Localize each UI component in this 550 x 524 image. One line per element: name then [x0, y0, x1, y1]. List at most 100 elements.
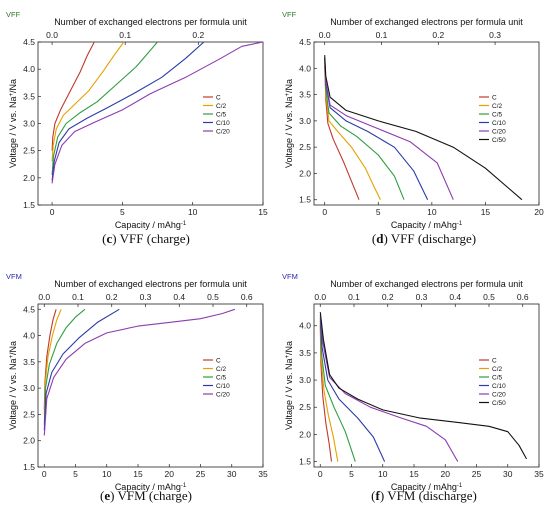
- x-axis-label-text: Capacity / mAhg: [115, 220, 181, 230]
- plot-frame: [313, 303, 540, 468]
- x-axis-label: Capacity / mAhg-1: [115, 220, 187, 230]
- series-line-C-10: [43, 308, 120, 431]
- series-line-C: [51, 42, 95, 151]
- legend-label: C/50: [492, 137, 506, 144]
- panel-tag: VFM: [282, 272, 298, 281]
- plot-frame: [313, 41, 540, 206]
- x-tick-label: 5: [120, 207, 125, 217]
- x-tick-label: 35: [258, 469, 268, 479]
- y-tick-label: 3.0: [23, 383, 35, 393]
- x-axis-label-text: Capacity / mAhg: [391, 482, 457, 492]
- y-axis-label: Voltage / V vs. Na+/Na: [284, 79, 294, 168]
- top-tick-label: 0.1: [72, 292, 84, 302]
- caption-text: VFM (discharge): [387, 488, 477, 503]
- x-tick-label: 15: [133, 469, 143, 479]
- chart-panel-2: 0 5 10 15 20 1.5 2.0 2.5 3.0 3.5 4.0 4.5 0.0 0.1 0.2 0.…: [282, 10, 544, 230]
- x-axis-label-sup: -1: [181, 483, 187, 489]
- series-line-C-2: [324, 62, 381, 200]
- top-tick-label: 0.5: [483, 292, 495, 302]
- x-axis-label-sup: -1: [457, 221, 463, 227]
- legend-label: C/2: [492, 366, 503, 373]
- x-tick-label: 35: [534, 469, 544, 479]
- y-axis-label-text: Voltage / V vs. Na: [8, 358, 18, 430]
- legend-label: C/10: [216, 120, 230, 127]
- legend-label: C/20: [216, 128, 230, 135]
- x-tick-label: 30: [503, 469, 513, 479]
- caption-text: VFF (charge): [120, 231, 190, 246]
- y-tick-label: 2.0: [23, 436, 35, 446]
- caption-letter: f: [375, 488, 380, 503]
- top-tick-label: 0.3: [140, 292, 152, 302]
- top-tick-label: 0.2: [192, 30, 204, 40]
- y-tick-label: 4.0: [299, 321, 311, 331]
- chart-panel-1: 0 5 10 15 1.5 2.0 2.5 3.0 3.5 4.0 4.5 0.0 0.1 0.2 Numb…: [6, 10, 268, 230]
- top-tick-label: 0.6: [517, 292, 529, 302]
- series-line-C-2: [51, 42, 125, 162]
- y-tick-label: 3.0: [23, 119, 35, 129]
- y-axis-label-sup: +: [285, 92, 291, 96]
- caption-open: (: [100, 488, 104, 503]
- series-line-C-20: [324, 57, 454, 200]
- y-axis-label: Voltage / V vs. Na+/Na: [284, 341, 294, 430]
- series-line-C-50: [324, 55, 523, 201]
- y-tick-label: 1.5: [299, 195, 311, 205]
- legend-label: C/2: [216, 103, 227, 110]
- panel-caption: (f) VFM (discharge): [371, 488, 477, 503]
- y-tick-label: 4.5: [23, 37, 35, 47]
- top-tick-label: 0.3: [416, 292, 428, 302]
- series-line-C-50: [319, 312, 527, 460]
- series-line-C-10: [319, 317, 386, 462]
- caption-close: ): [383, 231, 390, 246]
- x-axis-label: Capacity / mAhg-1: [391, 220, 463, 230]
- caption-open: (: [371, 488, 375, 503]
- legend-label: C/5: [492, 111, 503, 118]
- top-tick-label: 0.0: [46, 30, 58, 40]
- x-tick-label: 15: [409, 469, 419, 479]
- series-line-C-5: [51, 42, 158, 176]
- caption-letter: c: [107, 231, 113, 246]
- legend-label: C/50: [492, 400, 506, 407]
- y-tick-label: 3.0: [299, 116, 311, 126]
- x-tick-label: 10: [378, 469, 388, 479]
- legend-label: C/10: [492, 383, 506, 390]
- x-tick-label: 0: [50, 207, 55, 217]
- panel-tag: VFF: [6, 10, 21, 19]
- x-axis-label-text: Capacity / mAhg: [391, 220, 457, 230]
- x-tick-label: 25: [472, 469, 482, 479]
- y-axis-label-sup: +: [285, 354, 291, 358]
- top-tick-label: 0.6: [241, 292, 253, 302]
- series-line-C-10: [324, 57, 429, 200]
- caption-open: (: [372, 231, 376, 246]
- y-tick-label: 4.5: [299, 37, 311, 47]
- panel-tag: VFF: [282, 10, 297, 19]
- x-tick-label: 0: [318, 469, 323, 479]
- series-line-C-10: [51, 42, 205, 181]
- x-tick-label: 10: [427, 207, 437, 217]
- top-axis-label: Number of exchanged electrons per formul…: [54, 17, 247, 27]
- y-axis-label-text: Voltage / V vs. Na: [284, 358, 294, 430]
- y-tick-label: 3.0: [299, 375, 311, 385]
- y-tick-label: 2.0: [299, 429, 311, 439]
- y-tick-label: 4.0: [23, 331, 35, 341]
- y-tick-label: 2.5: [23, 409, 35, 419]
- x-tick-label: 5: [73, 469, 78, 479]
- caption-close: ): [380, 488, 387, 503]
- y-tick-label: 2.5: [299, 142, 311, 152]
- y-axis-label-sup: +: [9, 92, 15, 96]
- series-line-C-5: [43, 308, 86, 425]
- legend-label: C/10: [492, 120, 506, 127]
- panel-caption: (d) VFF (discharge): [372, 231, 476, 246]
- top-axis-label: Number of exchanged electrons per formul…: [330, 279, 523, 289]
- x-axis-label-sup: -1: [181, 221, 187, 227]
- top-tick-label: 0.0: [319, 30, 331, 40]
- top-axis-label: Number of exchanged electrons per formul…: [330, 17, 523, 27]
- caption-letter: d: [376, 231, 384, 246]
- y-axis-label-suffix: /Na: [284, 341, 294, 355]
- chart-panel-4: 0 5 10 15 20 25 30 35 1.5 2.0 2.5 3.0 3.5 4.0 0.0 0.1 0.…: [282, 272, 544, 492]
- top-tick-label: 0.2: [382, 292, 394, 302]
- panel-tag: VFM: [6, 272, 22, 281]
- x-tick-label: 25: [196, 469, 206, 479]
- caption-close: ): [112, 231, 119, 246]
- y-tick-label: 4.0: [23, 64, 35, 74]
- legend-label: C: [492, 94, 497, 101]
